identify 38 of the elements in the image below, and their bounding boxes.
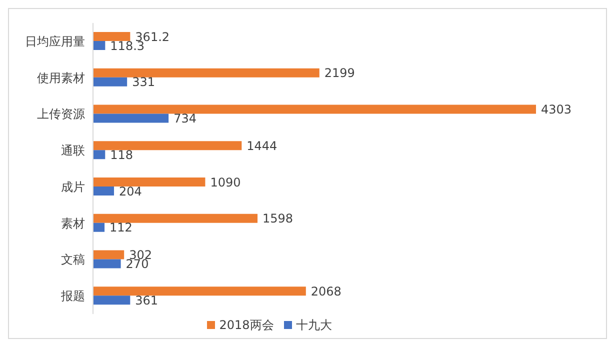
data-label: 2068: [310, 284, 342, 298]
data-label: 1090: [210, 175, 241, 190]
bar: [93, 41, 106, 50]
data-label: 112: [110, 220, 132, 235]
data-label: 1444: [246, 138, 278, 153]
bar: [93, 186, 114, 196]
data-label: 118: [110, 148, 134, 162]
bar: [93, 250, 124, 260]
bar: [93, 296, 130, 305]
bar: [93, 68, 320, 78]
legend-label: 2018两会: [219, 318, 274, 332]
bar: [93, 178, 206, 186]
y-tick-label: 成片: [61, 180, 85, 194]
data-label: 2199: [324, 66, 355, 80]
data-label: 361: [135, 293, 158, 308]
y-tick-label: 文稿: [61, 252, 85, 267]
bar: [93, 222, 105, 232]
bar: [93, 141, 242, 150]
bar: [93, 286, 306, 296]
y-tick-label: 素材: [61, 216, 85, 230]
bar: [93, 150, 106, 160]
bar: [93, 114, 169, 123]
data-label: 734: [174, 112, 196, 126]
legend-label: 十九大: [296, 318, 332, 332]
y-tick-label: 日均应用量: [25, 34, 85, 48]
y-tick-label: 上传资源: [37, 107, 85, 122]
bar: [93, 259, 121, 268]
bar: [93, 77, 128, 86]
y-tick-label: 使用素材: [37, 70, 85, 85]
data-label: 331: [132, 75, 155, 90]
bar: [93, 32, 130, 41]
data-label: 1598: [262, 212, 294, 226]
data-label: 4303: [541, 102, 572, 117]
data-label: 204: [119, 184, 142, 198]
y-tick-label: 通联: [61, 144, 85, 158]
y-tick-label: 报题: [60, 289, 85, 304]
bar: [93, 214, 258, 223]
bar: [93, 104, 536, 114]
